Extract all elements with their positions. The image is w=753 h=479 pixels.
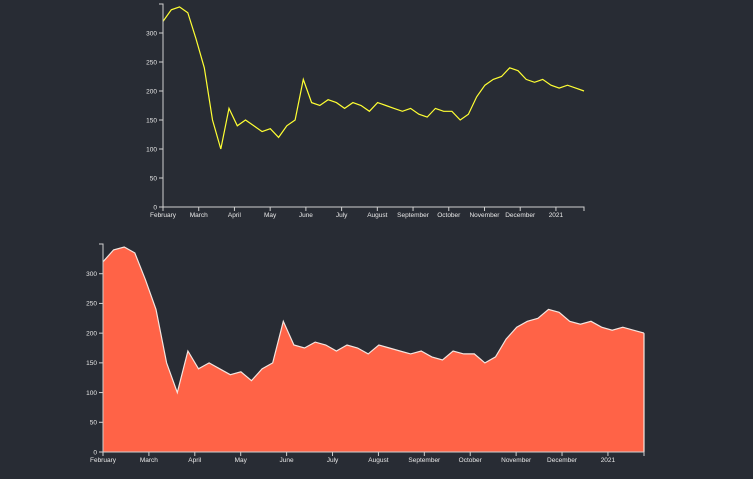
y-tick: 100: [146, 146, 163, 153]
svg-text:200: 200: [86, 330, 97, 337]
x-tick: July: [336, 207, 348, 219]
svg-text:February: February: [90, 457, 117, 464]
area-outline: [102, 246, 645, 395]
y-tick: 250: [146, 59, 163, 66]
svg-text:50: 50: [150, 175, 158, 182]
svg-text:100: 100: [86, 390, 97, 397]
svg-text:2021: 2021: [601, 457, 616, 464]
x-tick: March: [190, 207, 208, 219]
y-tick: 150: [86, 360, 103, 367]
x-tick: September: [397, 207, 430, 219]
svg-text:December: December: [547, 457, 578, 464]
svg-text:April: April: [188, 457, 202, 464]
y-tick: 300: [146, 30, 163, 37]
x-axis: February March April May June July August Septe…: [90, 451, 645, 464]
y-tick: 100: [86, 390, 103, 397]
svg-text:March: March: [140, 457, 158, 464]
svg-text:October: October: [437, 212, 461, 219]
x-tick: April: [188, 452, 202, 464]
x-tick: February: [150, 207, 177, 219]
x-tick: September: [408, 452, 441, 464]
y-axis: 0 50 100 150 200 250 300: [86, 243, 104, 456]
series-line: [162, 6, 585, 150]
svg-text:November: November: [501, 457, 532, 464]
x-axis: February March April May June July August Septe…: [150, 206, 585, 219]
svg-text:February: February: [150, 212, 177, 219]
svg-text:June: June: [280, 457, 294, 464]
y-axis: 0 50 100 150 200 250 300: [146, 3, 164, 211]
svg-text:May: May: [235, 457, 248, 464]
svg-text:April: April: [228, 212, 242, 219]
svg-text:May: May: [264, 212, 277, 219]
svg-text:August: August: [368, 457, 388, 464]
x-tick: June: [299, 207, 313, 219]
x-tick: March: [140, 452, 158, 464]
x-tick: November: [469, 207, 500, 219]
svg-text:March: March: [190, 212, 208, 219]
x-tick: May: [264, 207, 277, 219]
x-tick: December: [547, 452, 578, 464]
svg-text:150: 150: [146, 117, 157, 124]
svg-text:December: December: [505, 212, 536, 219]
x-tick: July: [327, 452, 339, 464]
svg-text:August: August: [367, 212, 387, 219]
x-tick: 2021: [601, 452, 616, 464]
y-tick: 0: [153, 204, 163, 211]
x-tick: May: [235, 452, 248, 464]
svg-text:0: 0: [153, 204, 157, 211]
y-tick: 50: [90, 420, 103, 427]
y-tick: 50: [150, 175, 163, 182]
svg-text:November: November: [469, 212, 500, 219]
svg-text:June: June: [299, 212, 313, 219]
svg-text:100: 100: [146, 146, 157, 153]
svg-text:300: 300: [86, 271, 97, 278]
svg-text:150: 150: [86, 360, 97, 367]
svg-text:250: 250: [146, 59, 157, 66]
svg-text:October: October: [459, 457, 483, 464]
x-tick: August: [368, 452, 389, 464]
x-tick: October: [437, 207, 461, 219]
x-tick: October: [459, 452, 483, 464]
y-tick: 300: [86, 271, 103, 278]
y-tick: 0: [93, 449, 103, 456]
svg-text:July: July: [336, 212, 348, 219]
line-chart: 0 50 100 150 200 250 300 February March April May J…: [146, 3, 585, 219]
y-tick: 150: [146, 117, 163, 124]
svg-text:2021: 2021: [549, 212, 564, 219]
y-tick: 250: [86, 301, 103, 308]
area-chart: 0 50 100 150 200 250 300 February March April May J…: [86, 243, 645, 464]
svg-text:0: 0: [93, 449, 97, 456]
x-tick: 2021: [549, 207, 564, 219]
x-tick: December: [505, 207, 536, 219]
x-tick: August: [367, 207, 388, 219]
svg-text:300: 300: [146, 30, 157, 37]
y-tick: 200: [86, 330, 103, 337]
svg-text:250: 250: [86, 301, 97, 308]
x-tick: November: [501, 452, 532, 464]
y-tick: 200: [146, 88, 163, 95]
x-tick: April: [228, 207, 242, 219]
x-tick: June: [280, 452, 294, 464]
svg-text:50: 50: [90, 420, 98, 427]
x-tick: February: [90, 452, 117, 464]
svg-text:200: 200: [146, 88, 157, 95]
svg-text:September: September: [397, 212, 430, 219]
svg-text:July: July: [327, 457, 339, 464]
svg-text:September: September: [408, 457, 441, 464]
